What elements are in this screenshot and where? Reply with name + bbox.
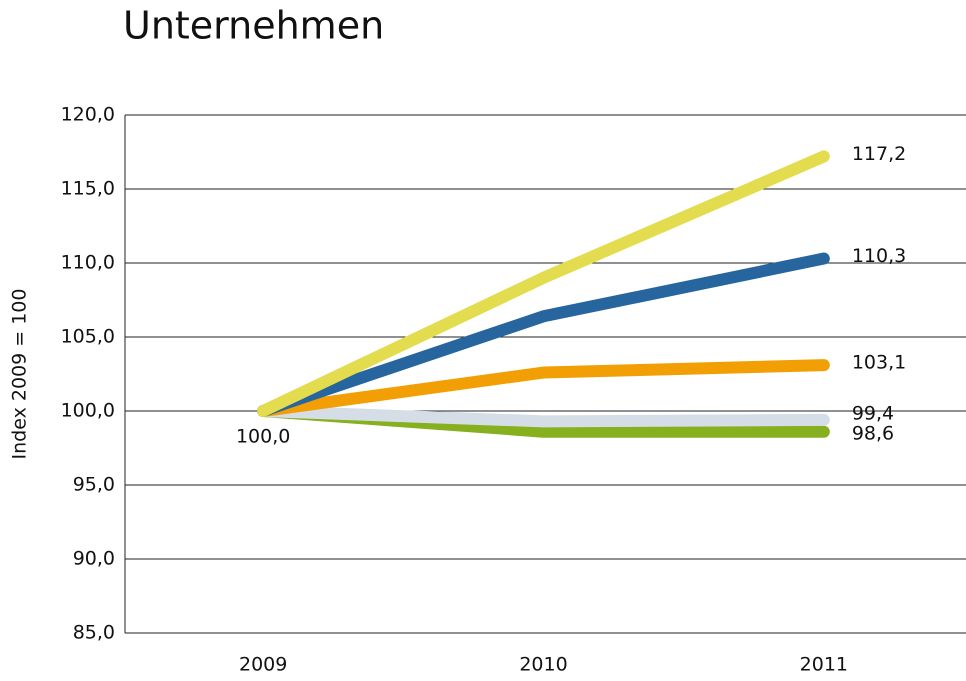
line (257, 252, 830, 417)
chart-title: Unternehmen (123, 4, 384, 48)
data-label: 99,4 (852, 402, 894, 424)
data-label: 110,3 (852, 245, 906, 267)
line (257, 150, 830, 417)
data-label: 103,1 (852, 352, 906, 374)
y-tick-label: 105,0 (61, 326, 115, 348)
x-tick-label: 2010 (519, 654, 567, 676)
y-tick-label: 90,0 (73, 548, 115, 570)
y-axis-label: Index 2009 = 100 (9, 289, 31, 460)
y-tick-label: 85,0 (73, 622, 115, 644)
y-tick-label: 120,0 (61, 104, 115, 126)
y-tick-label: 110,0 (61, 252, 115, 274)
data-label: 100,0 (236, 426, 290, 448)
data-label: 117,2 (852, 143, 906, 165)
y-tick-label: 115,0 (61, 178, 115, 200)
y-tick-label: 95,0 (73, 474, 115, 496)
x-tick-label: 2011 (800, 654, 848, 676)
line (257, 405, 830, 428)
line (257, 359, 830, 417)
x-tick-label: 2009 (239, 654, 287, 676)
data-label: 98,6 (852, 422, 894, 444)
y-tick-label: 100,0 (61, 400, 115, 422)
